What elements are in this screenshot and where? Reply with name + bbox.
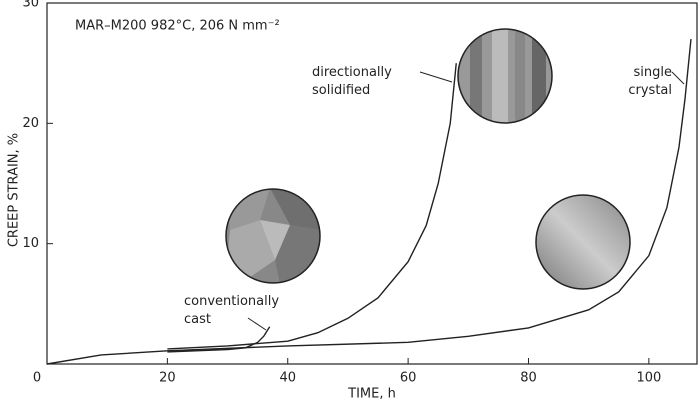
leader-line: [671, 71, 685, 85]
x-tick-label: 80: [520, 371, 537, 386]
columnar-outline: [457, 28, 553, 124]
x-axis-label: TIME, h: [347, 387, 396, 402]
x-tick-label: 40: [279, 371, 296, 386]
grain-outline: [225, 188, 321, 284]
x-tick-label: 0: [33, 371, 41, 386]
leader-line: [419, 71, 453, 83]
curve: [167, 63, 457, 350]
series-label: conventionally cast: [184, 294, 280, 327]
crystal-image: [535, 194, 631, 290]
curve: [46, 39, 692, 365]
series-label: directionally solidified: [312, 65, 392, 98]
y-tick-label: 10: [22, 236, 39, 251]
curve: [167, 326, 271, 353]
x-tick-label: 20: [159, 371, 176, 386]
chart-title: MAR–M200 982°C, 206 N mm⁻²: [75, 19, 280, 34]
plot-frame: [46, 2, 698, 365]
y-axis-label: CREEP STRAIN, %: [7, 133, 22, 247]
columnar-image: [458, 29, 552, 123]
x-tick-label: 60: [400, 371, 417, 386]
x-tick-label: 100: [636, 371, 661, 386]
series-label: single crystal: [628, 65, 672, 98]
y-tick-label: 20: [22, 116, 39, 131]
y-tick-label: 30: [22, 0, 39, 11]
leader-line: [247, 317, 267, 331]
